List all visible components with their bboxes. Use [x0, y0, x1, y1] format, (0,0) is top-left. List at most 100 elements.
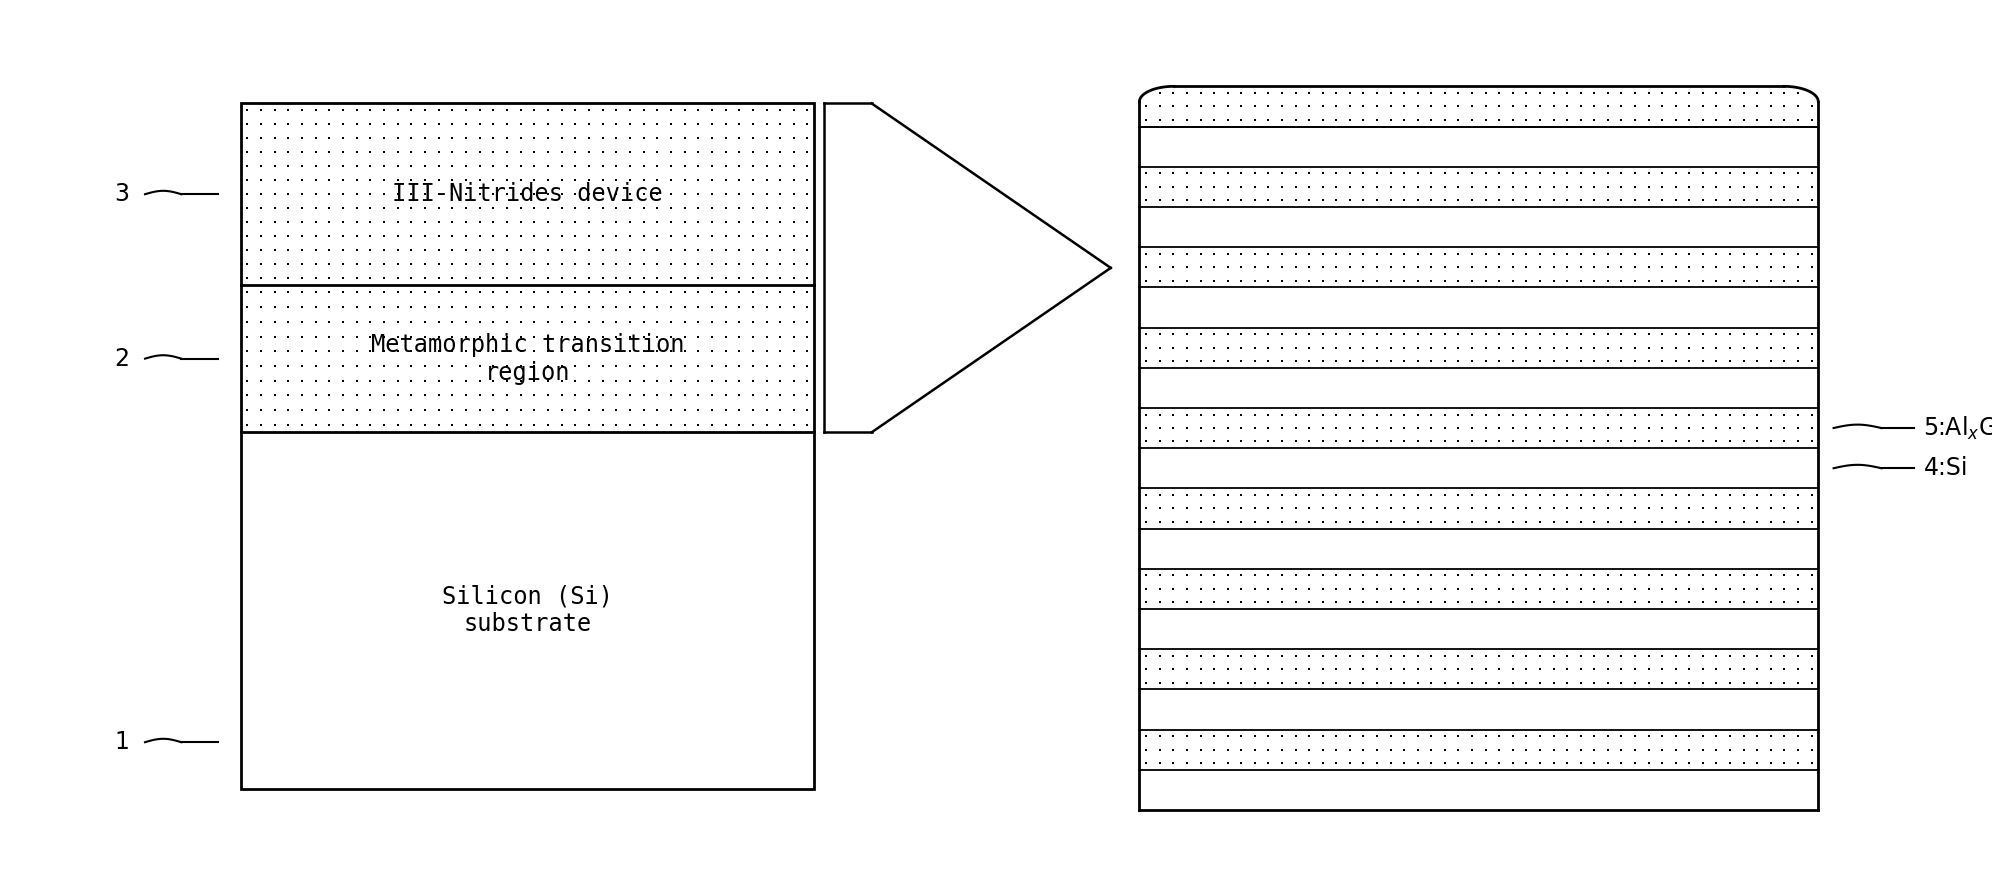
Point: [1211, 488, 1243, 502]
Point: [1347, 662, 1378, 676]
Point: [641, 374, 673, 388]
Point: [1143, 729, 1175, 743]
Point: [1578, 582, 1610, 596]
Point: [1496, 568, 1528, 582]
Point: [1402, 582, 1434, 596]
Point: [1211, 756, 1243, 770]
Point: [683, 271, 715, 285]
Point: [408, 329, 440, 343]
Point: [382, 417, 414, 432]
Point: [1592, 247, 1623, 261]
Point: [1795, 99, 1827, 113]
Point: [273, 344, 305, 359]
Point: [245, 315, 277, 329]
Point: [1673, 421, 1705, 435]
Point: [1592, 86, 1623, 100]
Point: [683, 103, 715, 118]
Point: [1374, 327, 1406, 342]
Point: [1552, 166, 1584, 180]
Point: [1687, 648, 1719, 663]
Point: [669, 388, 701, 402]
Point: [655, 145, 687, 160]
Point: [369, 243, 400, 257]
Point: [1783, 327, 1815, 342]
Point: [1388, 99, 1420, 113]
Point: [1687, 742, 1719, 756]
Point: [341, 173, 373, 187]
Point: [683, 257, 715, 271]
Point: [709, 300, 741, 314]
Point: [1374, 193, 1406, 207]
Point: [1484, 729, 1516, 743]
Point: [1795, 112, 1827, 127]
Point: [1619, 595, 1651, 609]
Point: [1171, 501, 1203, 516]
Point: [1129, 595, 1161, 609]
Point: [614, 117, 645, 131]
Point: [1769, 568, 1801, 582]
Point: [1347, 179, 1378, 194]
Point: [1496, 488, 1528, 502]
Point: [1578, 193, 1610, 207]
Point: [1687, 595, 1719, 609]
Point: [396, 344, 428, 359]
Point: [382, 173, 414, 187]
Point: [355, 300, 386, 314]
Point: [1416, 341, 1448, 355]
Point: [1701, 99, 1733, 113]
Point: [1496, 260, 1528, 275]
Point: [245, 145, 277, 160]
Point: [1402, 434, 1434, 449]
Point: [1361, 501, 1392, 516]
Point: [1592, 648, 1623, 663]
Point: [1428, 341, 1460, 355]
Point: [1347, 675, 1378, 690]
Point: [791, 359, 823, 373]
Point: [1645, 247, 1677, 261]
Point: [1456, 434, 1488, 449]
Point: [464, 159, 496, 173]
Point: [464, 103, 496, 118]
Point: [1293, 86, 1325, 100]
Point: [478, 417, 510, 432]
Point: [464, 257, 496, 271]
Point: [436, 117, 468, 131]
Point: [669, 117, 701, 131]
Point: [369, 159, 400, 173]
Point: [1578, 729, 1610, 743]
Point: [1795, 341, 1827, 355]
Point: [588, 329, 620, 343]
Point: [1442, 260, 1474, 275]
Point: [1769, 595, 1801, 609]
Point: [1428, 274, 1460, 288]
Point: [779, 229, 811, 244]
Point: [231, 117, 263, 131]
Point: [327, 285, 359, 300]
Point: [273, 374, 305, 388]
Point: [614, 388, 645, 402]
Point: [1783, 112, 1815, 127]
Point: [1701, 260, 1733, 275]
Point: [588, 344, 620, 359]
Point: [737, 329, 769, 343]
Point: [464, 145, 496, 160]
Point: [1566, 729, 1598, 743]
Point: [422, 173, 454, 187]
Point: [588, 187, 620, 202]
Point: [546, 374, 578, 388]
Point: [422, 329, 454, 343]
Point: [1225, 260, 1257, 275]
Point: [518, 285, 550, 300]
Point: [1307, 648, 1339, 663]
Point: [1211, 179, 1243, 194]
Point: [683, 229, 715, 244]
Point: [504, 417, 536, 432]
Point: [1374, 408, 1406, 422]
Point: [396, 103, 428, 118]
Point: [655, 131, 687, 145]
Point: [1524, 515, 1556, 529]
Point: [1673, 247, 1705, 261]
Point: [301, 315, 333, 329]
Point: [1335, 729, 1367, 743]
Point: [287, 229, 319, 244]
